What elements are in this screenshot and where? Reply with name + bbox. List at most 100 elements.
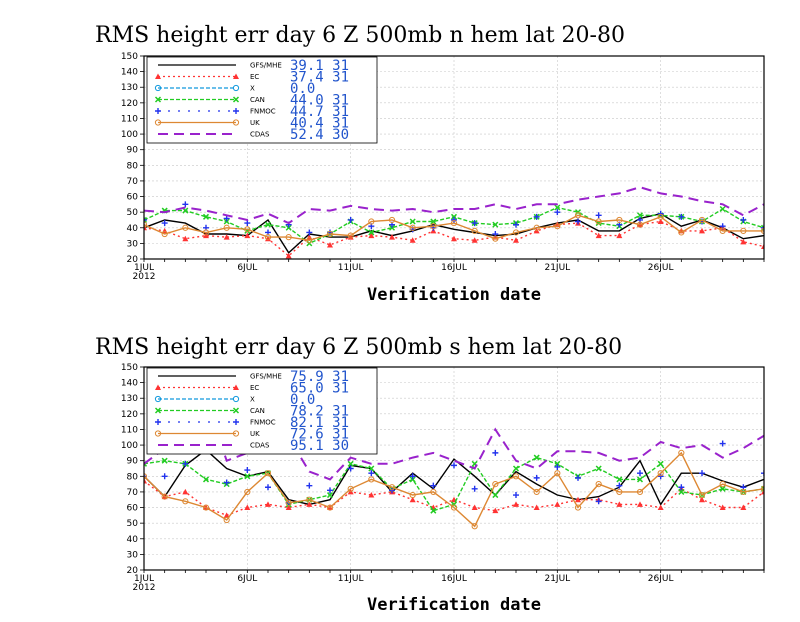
- data-point: [368, 470, 375, 477]
- data-point: [223, 224, 230, 231]
- data-point: [657, 504, 664, 511]
- legend-label: GFS/MHE: [250, 373, 282, 381]
- y-tick-label: 100: [121, 441, 138, 451]
- data-point: [740, 238, 747, 245]
- series-fnmoc: [144, 438, 764, 506]
- series-cdas: [144, 186, 764, 225]
- data-point: [554, 460, 561, 467]
- data-point: [409, 224, 416, 231]
- data-point: [368, 476, 375, 483]
- data-point: [513, 237, 519, 243]
- y-tick-label: 50: [127, 519, 139, 529]
- data-point: [202, 213, 210, 220]
- data-point: [347, 460, 354, 467]
- x-tick-label: 11JUL: [338, 574, 364, 584]
- data-point: [574, 212, 582, 219]
- data-point: [719, 485, 726, 492]
- y-tick-label: 120: [121, 410, 138, 420]
- data-point: [202, 229, 210, 236]
- legend: GFS/MHE 75.9 31 EC 65.0 31 X 0.0 CAN 78.2 31 FNM…: [146, 367, 378, 455]
- data-point: [678, 484, 685, 491]
- legend-label: CAN: [250, 96, 265, 104]
- data-point: [409, 496, 416, 503]
- data-point: [554, 470, 561, 477]
- legend-value: 95.1 30: [290, 438, 349, 454]
- y-tick-label: 40: [127, 224, 139, 234]
- data-point: [554, 223, 561, 230]
- y-tick-label: 110: [121, 114, 138, 124]
- data-point: [616, 232, 623, 239]
- data-point: [144, 224, 147, 231]
- data-point: [182, 498, 189, 505]
- data-point: [740, 227, 747, 234]
- data-point: [595, 218, 602, 225]
- data-point: [265, 501, 271, 507]
- plot-area: [144, 398, 764, 530]
- data-point: [326, 504, 334, 511]
- data-point: [698, 491, 706, 499]
- legend-marker: [155, 73, 161, 79]
- x-tick-label: 6JUL: [237, 263, 257, 273]
- data-point: [144, 473, 147, 480]
- data-point: [657, 213, 664, 220]
- y-tick-label: 30: [127, 550, 139, 560]
- data-point: [492, 221, 499, 228]
- data-point: [451, 235, 457, 242]
- chart-title: RMS height err day 6 Z 500mb n hem lat 2…: [95, 23, 625, 48]
- data-point: [244, 220, 251, 227]
- data-point: [202, 476, 210, 483]
- panel-shem: RMS height err day 6 Z 500mb s hem lat 2…: [95, 335, 765, 615]
- data-point: [244, 504, 251, 511]
- data-point: [740, 488, 747, 496]
- legend-marker: [155, 384, 161, 390]
- data-point: [616, 476, 623, 483]
- data-point: [574, 504, 582, 511]
- data-point: [595, 498, 602, 505]
- legend-value: 37.4 31: [290, 70, 349, 86]
- data-point: [533, 488, 540, 496]
- legend-label: FNMOC: [250, 108, 276, 116]
- data-point: [182, 460, 189, 467]
- data-point: [575, 218, 581, 225]
- legend-marker: [233, 73, 239, 79]
- data-point: [616, 488, 623, 496]
- data-point: [326, 230, 334, 238]
- data-point: [740, 216, 747, 223]
- data-point: [326, 492, 334, 499]
- data-point: [306, 229, 313, 236]
- data-point: [223, 479, 230, 486]
- data-point: [512, 473, 520, 480]
- x-tick-label: 26JUL: [648, 263, 674, 273]
- data-point: [347, 232, 354, 239]
- series-cdas-line: [144, 186, 764, 225]
- data-point: [761, 470, 764, 477]
- data-point: [161, 473, 168, 480]
- y-tick-label: 40: [127, 535, 139, 545]
- data-point: [182, 201, 189, 208]
- data-point: [450, 504, 458, 511]
- data-point: [719, 227, 726, 234]
- data-point: [471, 227, 478, 234]
- data-point: [760, 227, 764, 234]
- data-point: [144, 216, 148, 223]
- legend-marker: [233, 384, 239, 390]
- data-point: [223, 516, 230, 524]
- legend: GFS/MHE 39.1 31 EC 37.4 31 X 0.0 CAN 44.0 31 FNM…: [146, 56, 378, 144]
- legend-label: CDAS: [250, 131, 270, 139]
- data-point: [595, 232, 602, 239]
- data-point: [182, 224, 189, 231]
- legend-label: UK: [250, 430, 260, 438]
- data-point: [285, 499, 292, 506]
- data-point: [182, 488, 189, 495]
- data-point: [327, 487, 333, 494]
- data-point: [368, 492, 375, 498]
- data-point: [637, 470, 643, 477]
- data-point: [161, 493, 168, 500]
- legend-marker: [154, 407, 162, 414]
- data-point: [719, 481, 726, 488]
- data-point: [368, 229, 375, 236]
- data-point: [409, 491, 416, 499]
- legend-marker: [154, 395, 162, 403]
- data-point: [285, 504, 292, 511]
